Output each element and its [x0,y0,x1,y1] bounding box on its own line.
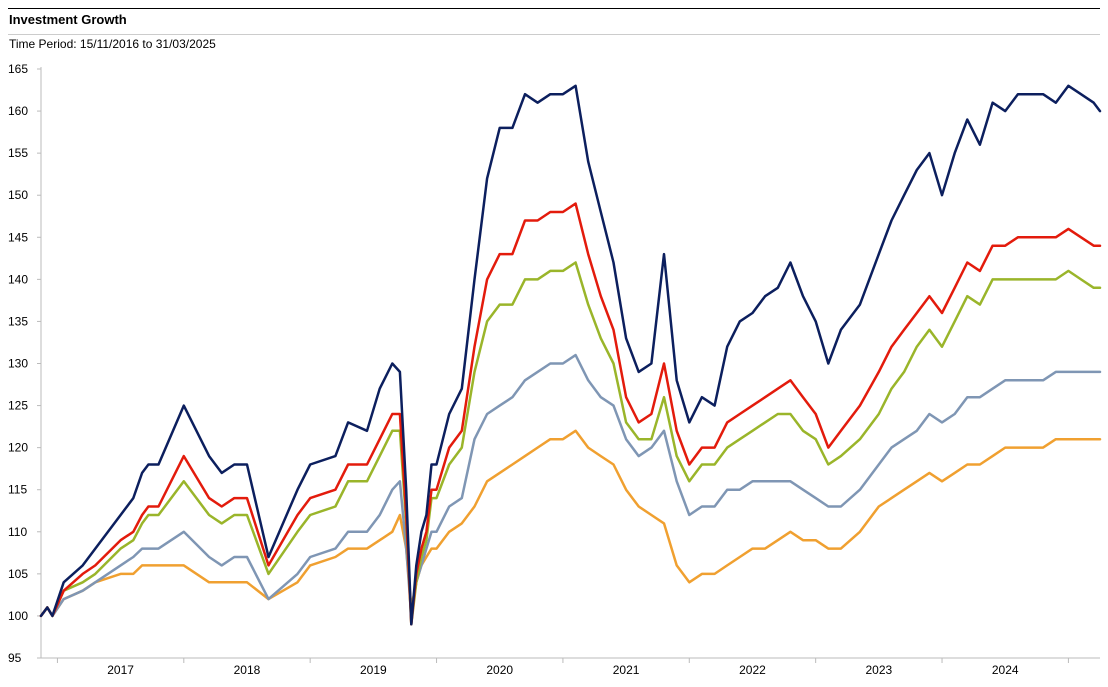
y-tick-label: 110 [8,525,27,539]
header-top-rule [8,8,1100,9]
y-tick-label: 115 [8,483,27,497]
y-tick-label: 125 [8,399,28,413]
x-tick-label: 2024 [992,663,1019,677]
x-tick-label: 2022 [739,663,766,677]
y-tick-label: 155 [8,146,28,160]
series-line-4 [39,353,1102,618]
x-tick-label: 2018 [234,663,261,677]
y-tick-label: 160 [8,104,28,118]
y-tick-label: 165 [8,62,28,76]
series-line-1 [39,84,1102,626]
series-line-5 [39,429,1102,618]
y-tick-label: 95 [8,651,22,665]
header-divider [8,34,1100,35]
chart-title: Investment Growth [9,12,127,27]
y-tick-label: 145 [8,230,28,244]
x-tick-label: 2023 [865,663,892,677]
y-tick-label: 100 [8,609,28,623]
y-tick-label: 135 [8,314,28,328]
series-line-3 [39,261,1102,626]
y-tick-label: 150 [8,188,28,202]
x-tick-label: 2020 [486,663,513,677]
y-tick-label: 105 [8,567,28,581]
chart-subtitle: Time Period: 15/11/2016 to 31/03/2025 [9,37,216,51]
x-tick-label: 2017 [107,663,134,677]
series-line-2 [39,202,1102,626]
y-tick-label: 140 [8,272,28,286]
y-tick-label: 120 [8,441,28,455]
x-tick-label: 2019 [360,663,387,677]
y-tick-label: 130 [8,357,28,371]
x-tick-label: 2021 [613,663,640,677]
